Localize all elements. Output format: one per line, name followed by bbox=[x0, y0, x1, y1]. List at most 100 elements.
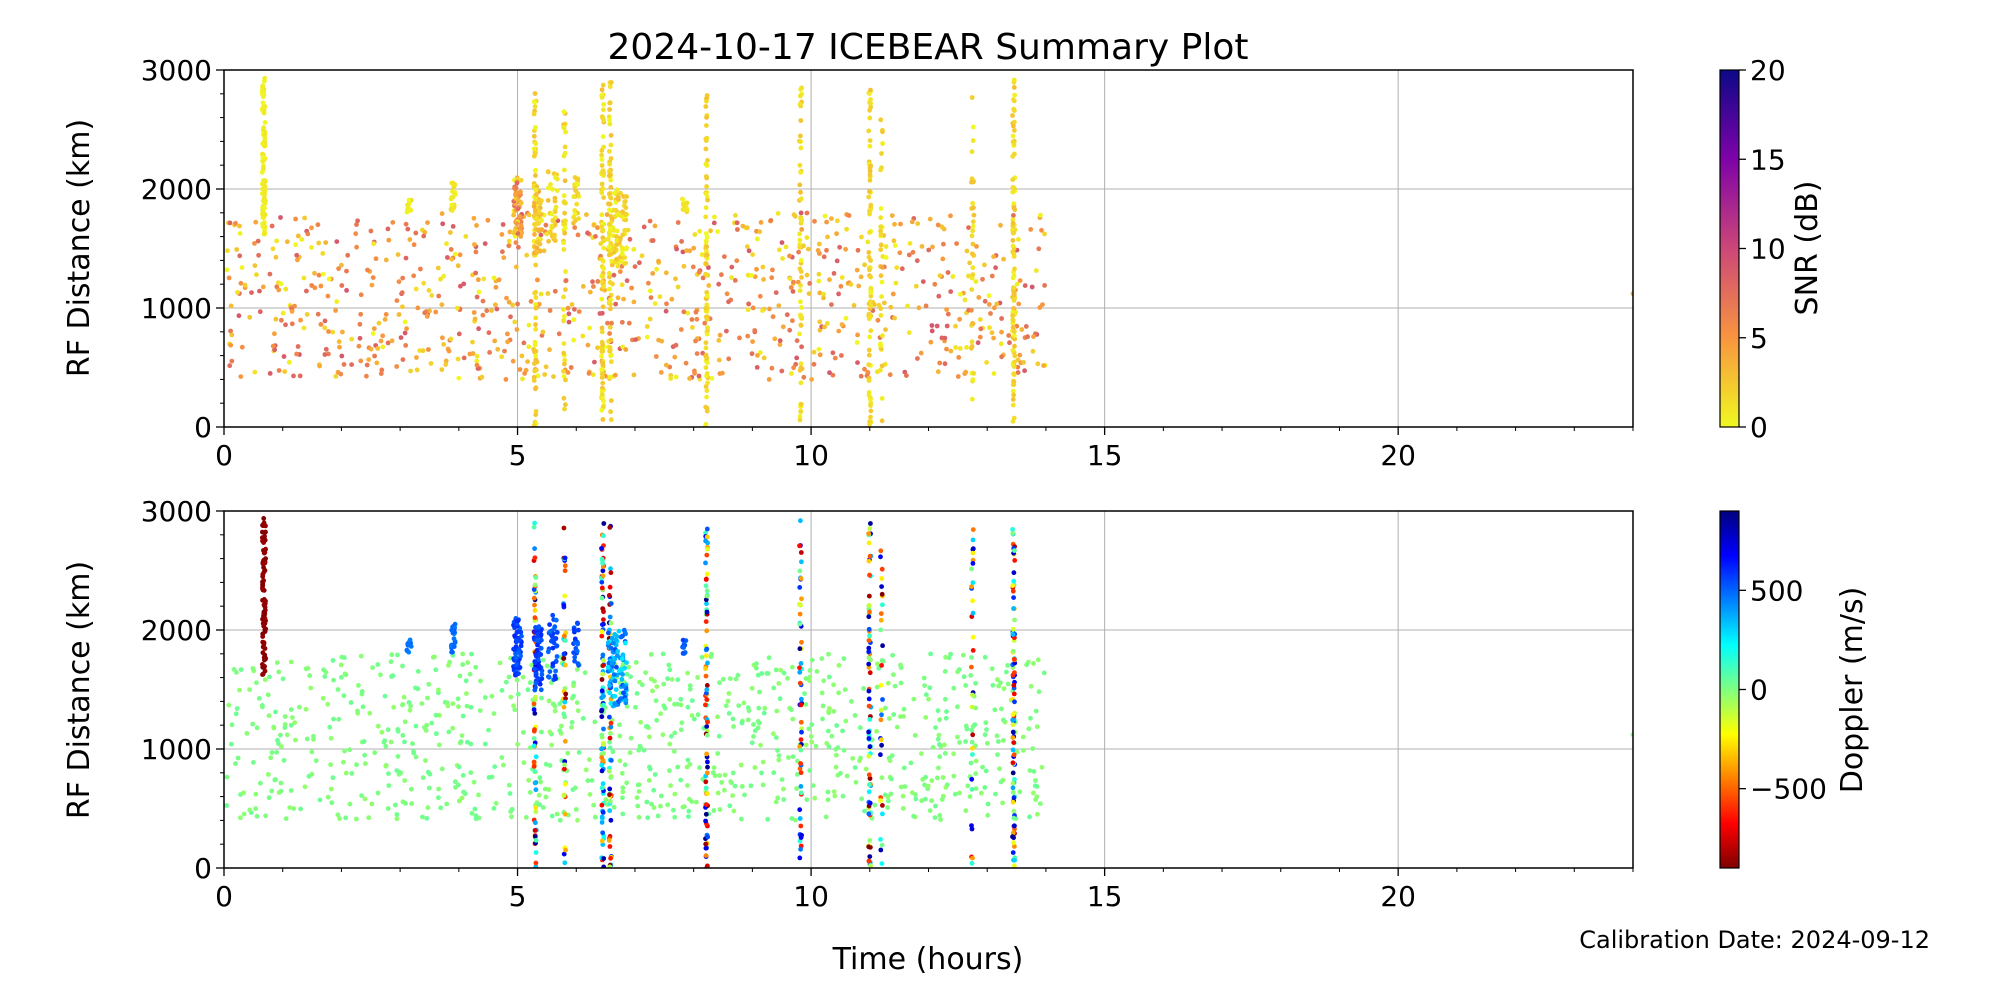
data-point bbox=[705, 158, 710, 163]
data-point bbox=[703, 161, 709, 167]
data-point bbox=[889, 213, 895, 219]
data-point bbox=[1039, 764, 1045, 770]
data-point bbox=[553, 204, 559, 210]
data-point bbox=[684, 764, 690, 770]
data-point bbox=[867, 115, 873, 121]
data-point bbox=[595, 225, 600, 231]
data-point bbox=[704, 394, 709, 400]
data-point bbox=[561, 199, 567, 205]
data-point bbox=[1010, 780, 1016, 786]
data-point bbox=[797, 413, 803, 419]
data-point bbox=[473, 270, 479, 276]
data-point bbox=[469, 810, 475, 816]
data-point bbox=[239, 265, 245, 270]
data-point bbox=[934, 775, 940, 781]
data-point bbox=[599, 785, 605, 791]
data-point bbox=[704, 526, 710, 532]
data-point bbox=[855, 332, 860, 338]
data-point bbox=[614, 664, 619, 670]
data-point bbox=[563, 691, 569, 697]
data-point bbox=[339, 353, 345, 359]
data-point bbox=[1010, 527, 1015, 532]
data-point bbox=[867, 177, 873, 183]
data-point bbox=[1012, 699, 1017, 705]
data-point bbox=[798, 846, 803, 852]
data-point bbox=[866, 665, 872, 670]
data-point bbox=[1010, 785, 1016, 791]
data-point bbox=[719, 780, 725, 785]
data-point bbox=[1011, 141, 1017, 147]
data-point bbox=[582, 670, 588, 676]
data-point bbox=[512, 633, 517, 639]
data-point bbox=[538, 232, 544, 238]
data-point bbox=[575, 817, 580, 823]
data-point bbox=[562, 225, 568, 231]
data-point bbox=[563, 129, 568, 135]
data-point bbox=[561, 307, 566, 312]
data-point bbox=[912, 733, 918, 738]
data-point bbox=[301, 325, 307, 331]
data-point bbox=[703, 673, 709, 679]
data-point bbox=[299, 237, 305, 242]
data-point bbox=[879, 842, 885, 848]
data-point bbox=[533, 173, 538, 178]
data-point bbox=[620, 795, 625, 801]
data-point bbox=[961, 652, 966, 658]
data-point bbox=[508, 314, 513, 320]
data-point bbox=[235, 290, 240, 295]
data-point bbox=[608, 142, 614, 148]
data-point bbox=[901, 765, 907, 771]
data-point bbox=[353, 231, 359, 237]
data-point bbox=[562, 406, 567, 412]
data-point bbox=[651, 787, 657, 793]
data-point bbox=[520, 674, 526, 680]
data-point bbox=[322, 318, 328, 324]
data-point bbox=[986, 293, 992, 298]
data-point bbox=[369, 801, 375, 807]
data-point bbox=[970, 124, 976, 130]
data-point bbox=[532, 828, 538, 833]
data-point bbox=[970, 200, 976, 206]
data-point bbox=[600, 671, 605, 677]
data-point bbox=[533, 837, 539, 843]
data-point bbox=[736, 703, 742, 708]
colorbar-tick-label: 0 bbox=[1750, 674, 1768, 707]
data-point bbox=[703, 845, 709, 851]
data-point bbox=[937, 360, 943, 366]
data-point bbox=[767, 306, 772, 312]
data-point bbox=[703, 577, 709, 582]
data-point bbox=[1010, 113, 1015, 118]
data-point bbox=[1010, 388, 1016, 394]
data-point bbox=[549, 223, 555, 229]
data-point bbox=[968, 760, 974, 766]
data-point bbox=[816, 241, 822, 247]
data-point bbox=[356, 683, 361, 688]
data-point bbox=[394, 364, 400, 369]
data-point bbox=[322, 325, 328, 331]
data-point bbox=[906, 252, 912, 258]
data-point bbox=[525, 359, 530, 364]
data-point bbox=[866, 729, 871, 735]
data-point bbox=[468, 704, 474, 710]
data-point bbox=[705, 759, 710, 765]
data-point bbox=[839, 353, 844, 358]
data-point bbox=[874, 728, 879, 734]
data-point bbox=[1035, 361, 1041, 367]
data-point bbox=[228, 328, 234, 334]
data-point bbox=[394, 768, 400, 773]
data-point bbox=[970, 692, 975, 698]
data-point bbox=[970, 855, 975, 861]
data-point bbox=[978, 317, 983, 322]
data-point bbox=[862, 366, 867, 372]
data-point bbox=[499, 755, 505, 760]
data-point bbox=[552, 288, 558, 294]
data-point bbox=[509, 814, 514, 820]
data-point bbox=[645, 815, 651, 821]
data-point bbox=[739, 720, 745, 726]
data-point bbox=[512, 319, 518, 325]
data-point bbox=[866, 645, 872, 651]
data-point bbox=[260, 672, 265, 677]
data-point bbox=[936, 293, 942, 299]
data-point bbox=[533, 575, 539, 580]
data-point bbox=[599, 677, 605, 682]
